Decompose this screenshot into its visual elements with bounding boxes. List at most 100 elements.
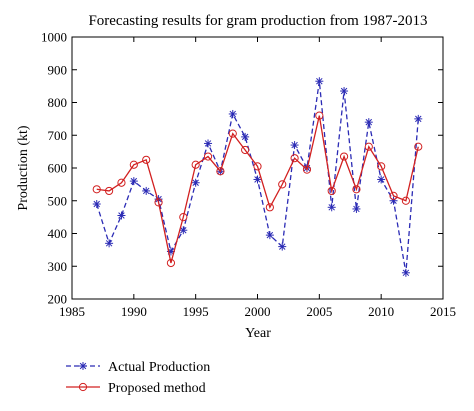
y-tick-label: 700 [48,128,68,143]
y-axis-label: Production (kt) [16,125,31,210]
legend-swatch-marker [79,362,87,370]
legend-label: Actual Production [108,360,210,375]
x-axis-label: Year [245,326,271,341]
data-point-proposed-method [117,178,126,187]
plot-area [92,77,423,277]
data-point-proposed-method [142,155,151,164]
marker-stroke [291,141,298,149]
y-tick-label: 600 [48,161,68,176]
data-point-proposed-method [364,142,373,151]
data-point-proposed-method [414,142,423,151]
data-point-proposed-method [278,180,287,189]
data-point-proposed-method [352,185,361,194]
data-point-proposed-method [290,154,299,163]
data-point-proposed-method [389,191,398,200]
marker-stroke [93,200,100,208]
marker-stroke [118,212,125,219]
data-point-proposed-method [216,167,225,176]
marker-stroke [229,110,237,118]
data-point-proposed-method [129,160,138,169]
legend-item-proposed-method: Proposed method [66,381,206,396]
data-point-actual-production [278,242,287,251]
data-point-actual-production [401,268,410,277]
y-tick-label: 900 [48,62,68,77]
data-point-actual-production [117,211,126,220]
y-tick-label: 1000 [41,30,67,45]
marker-stroke [316,77,323,85]
data-point-proposed-method [179,213,188,222]
marker-stroke [241,133,249,141]
marker-stroke [340,87,348,95]
y-tick-label: 400 [48,226,68,241]
x-tick-label: 2015 [430,304,456,319]
data-point-actual-production [253,175,262,184]
data-point-proposed-method [105,186,114,196]
data-point-proposed-method [154,198,163,207]
x-tick-label: 1985 [59,304,85,319]
data-point-proposed-method [92,185,101,194]
data-point-actual-production [352,204,361,213]
data-point-actual-production [142,186,151,195]
data-point-actual-production [364,118,373,127]
x-tick-label: 2010 [368,304,394,319]
data-point-actual-production [105,239,114,248]
marker-stroke [105,240,113,247]
marker-stroke [415,115,422,123]
marker-stroke [79,362,87,370]
marker-stroke [278,243,286,250]
data-point-actual-production [265,231,274,240]
chart-title: Forecasting results for gram production … [88,13,427,29]
data-point-proposed-method [401,196,410,205]
data-point-proposed-method [315,111,324,120]
data-point-proposed-method [339,152,349,161]
axis-ticks: 1985 1990 1995 2000 2005 2010 2015 200 300 400 500… [41,30,456,320]
x-tick-label: 2005 [306,304,332,319]
marker-stroke [180,226,187,234]
data-point-proposed-method [191,160,200,169]
y-tick-label: 500 [48,193,68,208]
data-point-proposed-method [166,258,176,268]
data-point-proposed-method [203,152,213,161]
marker-stroke [377,176,385,183]
data-point-actual-production [92,200,101,209]
marker-stroke [266,231,274,239]
legend-item-actual-production: Actual Production [66,360,210,375]
y-tick-label: 200 [48,292,68,307]
x-tick-label: 1990 [121,304,147,319]
legend: Actual Production Proposed method [66,360,210,396]
legend-label: Proposed method [108,381,206,396]
data-point-actual-production [327,203,336,212]
marker-stroke [142,187,150,195]
marker-stroke [402,269,410,277]
data-point-actual-production [377,175,386,184]
data-point-actual-production [204,139,213,148]
data-point-proposed-method [265,203,274,212]
data-point-actual-production [315,77,324,86]
legend-swatch-marker [78,382,88,392]
data-point-actual-production [191,178,200,187]
data-point-actual-production [241,132,250,141]
marker-stroke [328,204,335,211]
x-tick-label: 1995 [183,304,209,319]
data-point-actual-production [414,114,423,123]
data-point-proposed-method [253,162,262,171]
data-point-proposed-method [327,186,336,196]
y-tick-label: 300 [48,259,68,274]
marker-stroke [130,177,138,185]
data-point-actual-production [340,87,349,96]
marker-stroke [353,205,360,213]
series-line-proposed-method [96,115,419,264]
data-point-proposed-method [377,162,386,171]
marker-stroke [192,179,199,186]
data-point-actual-production [290,141,299,150]
data-point-proposed-method [241,145,250,155]
data-point-actual-production [179,226,188,235]
x-tick-label: 2000 [245,304,271,319]
data-point-proposed-method [302,165,312,174]
marker-stroke [365,118,373,126]
marker-stroke [204,140,212,147]
y-tick-label: 800 [48,95,68,110]
data-point-proposed-method [228,129,237,138]
marker-stroke [254,176,261,183]
